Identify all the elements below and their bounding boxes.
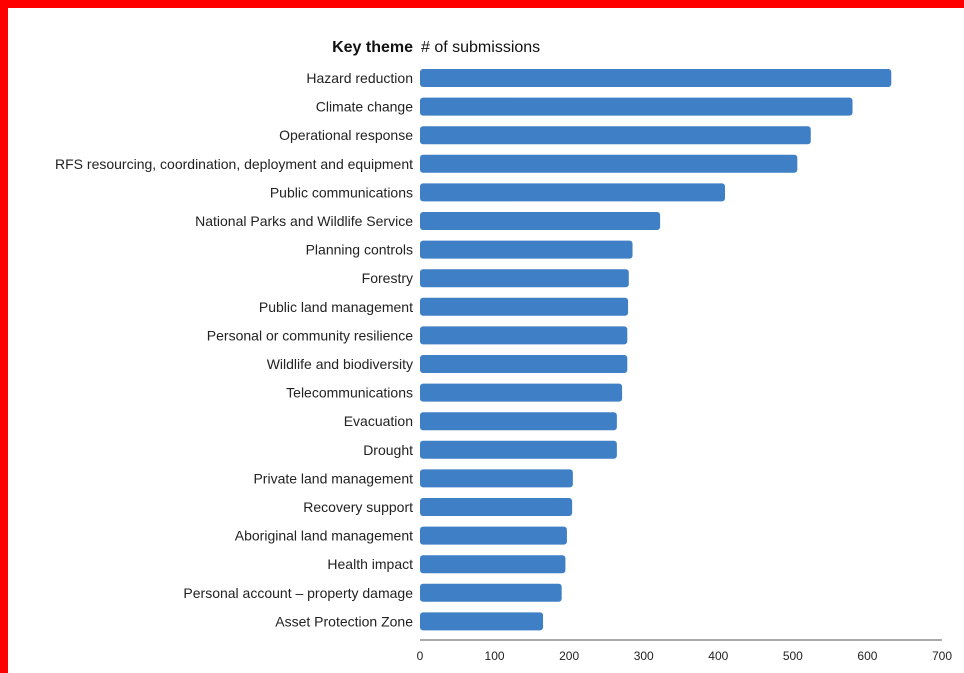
category-heading: Key theme	[332, 39, 413, 56]
category-label: Private land management	[253, 470, 413, 486]
bar	[420, 212, 661, 230]
x-tick-label: 400	[708, 649, 728, 663]
category-label: RFS resourcing, coordination, deployment…	[55, 156, 413, 172]
x-tick-labels-group: 0 100 200 300 400 500 600 700	[417, 649, 953, 663]
bar	[420, 412, 617, 431]
category-label: Aboriginal land management	[235, 528, 413, 544]
category-label: Hazard reduction	[306, 70, 413, 86]
category-label: Recovery support	[303, 499, 413, 515]
category-label: Wildlife and biodiversity	[267, 356, 413, 372]
x-tick-label: 600	[857, 649, 877, 663]
bar-chart: Key theme # of submissions Hazard reduct…	[55, 39, 953, 663]
bar	[420, 526, 567, 545]
x-tick-label: 500	[783, 649, 803, 663]
x-tick-label: 300	[634, 649, 654, 663]
bar	[420, 69, 892, 87]
bar	[420, 583, 562, 602]
bar	[420, 469, 573, 488]
bar	[420, 269, 629, 288]
bar	[420, 240, 633, 259]
category-label: Drought	[363, 442, 413, 458]
category-label: Health impact	[327, 556, 413, 572]
bar	[420, 612, 544, 631]
category-label: National Parks and Wildlife Service	[195, 213, 413, 229]
category-label: Climate change	[316, 99, 413, 115]
bar	[420, 555, 566, 574]
category-label: Evacuation	[344, 413, 413, 429]
bar	[420, 440, 617, 459]
bar	[420, 383, 623, 402]
category-label: Operational response	[279, 127, 413, 143]
value-heading: # of submissions	[421, 39, 540, 56]
bar	[420, 498, 573, 516]
bars-group	[420, 69, 892, 631]
bar	[420, 183, 725, 202]
bar	[420, 126, 811, 145]
x-tick-label: 0	[417, 649, 424, 663]
category-label: Planning controls	[306, 242, 413, 258]
category-label: Asset Protection Zone	[275, 613, 413, 629]
x-tick-label: 100	[485, 649, 505, 663]
bar	[420, 154, 798, 173]
bar	[420, 326, 628, 345]
category-label: Forestry	[362, 270, 413, 286]
x-tick-label: 700	[932, 649, 952, 663]
chart-frame: Key theme # of submissions Hazard reduct…	[8, 8, 964, 673]
category-labels-group: Hazard reduction Climate change Operationa…	[55, 70, 413, 629]
bar	[420, 297, 629, 316]
category-label: Public land management	[259, 299, 413, 315]
bar	[420, 97, 853, 116]
category-label: Telecommunications	[286, 385, 413, 401]
category-label: Personal account – property damage	[183, 585, 413, 601]
category-label: Personal or community resilience	[207, 327, 413, 343]
category-label: Public communications	[270, 184, 413, 200]
bar	[420, 355, 628, 373]
x-tick-label: 200	[559, 649, 579, 663]
